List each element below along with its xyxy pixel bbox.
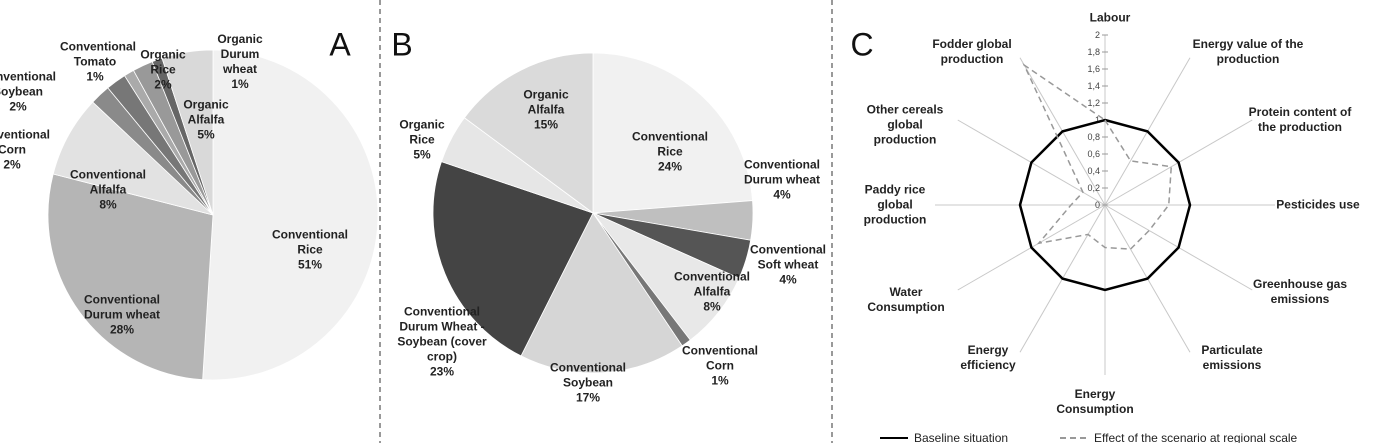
slice-value-label: 2% <box>9 99 27 114</box>
pie-slice <box>161 49 214 216</box>
tick-label: 1 <box>1095 115 1100 125</box>
slice-value-label: 51% <box>297 257 323 272</box>
slice-value-label: 23% <box>429 364 455 379</box>
tick-label: 2 <box>1095 30 1100 40</box>
slice-value-label: 4% <box>773 187 791 202</box>
radar-line <box>1022 62 1173 250</box>
axis-label: Labour <box>1089 10 1131 25</box>
slice-label: Organic Durum wheat 1% <box>210 32 270 92</box>
tick-label: 1,8 <box>1087 47 1100 57</box>
tick-label: 0,6 <box>1087 149 1100 159</box>
axis-label: Greenhouse gas emissions <box>1252 277 1348 306</box>
pie-slice <box>47 173 214 381</box>
pie-slice <box>432 161 594 357</box>
slice-label: Conventional Alfalfa 8% <box>63 168 153 213</box>
slice-value-label: 1% <box>231 77 249 91</box>
tick-label: 0,8 <box>1087 132 1100 142</box>
slice-label: Conventional Soybean2% <box>0 70 63 115</box>
tick-label: 1,2 <box>1087 98 1100 108</box>
axis-label: Pesticides use <box>1276 197 1360 212</box>
legend-label: Baseline situation <box>914 431 1008 443</box>
slice-label: Organic Alfalfa 5% <box>181 98 231 143</box>
slice-value-label: 1% <box>711 373 729 388</box>
axis-label: Water Consumption <box>867 285 945 314</box>
slice-value-label: 2% <box>154 77 172 92</box>
tick-label: 0 <box>1095 200 1100 210</box>
slice-value-label: 24% <box>657 159 683 174</box>
axis-label: Other cereals global production <box>866 102 944 147</box>
slice-label: Conventional Durum wheat 28% <box>77 293 167 338</box>
slice-value-label: 5% <box>197 127 215 142</box>
tick-label: 1,4 <box>1087 81 1100 91</box>
tick-label: 1,6 <box>1087 64 1100 74</box>
slice-label: Conventional Rice 51% <box>265 228 355 273</box>
slice-value-label: 28% <box>109 322 135 337</box>
slice-label: Conventional Soft wheat 4% <box>743 243 833 288</box>
slice-label: Conventional Soybean 17% <box>543 361 633 406</box>
slice-value-label: 8% <box>99 197 117 212</box>
axis-label: Energy value of the production <box>1192 37 1304 66</box>
axis-label: Energy efficiency <box>960 343 1016 372</box>
panel-title: A <box>329 26 351 63</box>
pie-slice <box>520 212 683 374</box>
axis-label: Fodder global production <box>932 37 1012 66</box>
pie-slice <box>463 52 594 214</box>
slice-label: Conventional Durum wheat 4% <box>737 158 827 203</box>
tick-label: 0,4 <box>1087 166 1100 176</box>
legend-label: Effect of the scenario at regional scale <box>1094 431 1298 443</box>
slice-value-label: 15% <box>533 117 559 132</box>
slice-label: Organic Rice 2% <box>138 48 188 93</box>
panel-title: C <box>850 26 874 63</box>
axis-label: Paddy rice global production <box>863 182 927 227</box>
slice-value-label: 17% <box>575 390 601 405</box>
axis-label: Energy Consumption <box>1056 387 1134 416</box>
slice-label: Conventional Rice 24% <box>625 130 715 175</box>
slice-label: Conventional Tomato 1% <box>60 39 137 84</box>
slice-label: Organic Rice 5% <box>392 118 452 163</box>
slice-value-label: 5% <box>413 147 431 162</box>
slice-value-label: 2% <box>3 157 21 172</box>
tick-label: 0,2 <box>1087 183 1100 193</box>
slice-value-label: 1% <box>86 69 104 84</box>
slice-label: Organic Alfalfa 15% <box>516 88 576 133</box>
slice-label: Conventional Corn 1% <box>675 344 765 389</box>
pie-slice <box>202 49 379 381</box>
pie-slice <box>592 52 753 214</box>
radar-line <box>1018 118 1192 292</box>
slice-value-label: 8% <box>703 299 721 314</box>
slice-label: Conventional Durum Wheat - Soybean (cove… <box>392 305 492 380</box>
axis-label: Particulate emissions <box>1201 343 1263 372</box>
slice-label: Conventional Alfalfa 8% <box>673 269 750 314</box>
panel-title: B <box>391 26 413 63</box>
slice-value-label: 4% <box>779 272 797 287</box>
axis-label: Protein content of the production <box>1248 105 1352 134</box>
